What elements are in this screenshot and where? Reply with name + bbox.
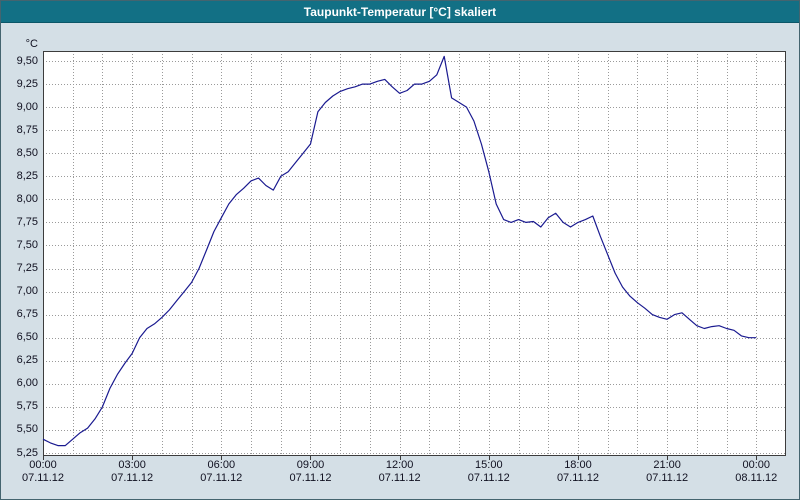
- x-tick-time: 09:00: [296, 459, 325, 471]
- x-axis-tick-label: 21:00 07.11.12: [635, 459, 699, 485]
- x-tick-date: 07.11.12: [646, 472, 689, 484]
- x-tick-date: 07.11.12: [111, 472, 154, 484]
- y-axis-tick-label: 6,00: [16, 377, 38, 390]
- y-axis-tick-label: 6,25: [16, 354, 38, 367]
- y-axis-tick-label: 9,00: [16, 100, 38, 113]
- plot-area: [42, 51, 786, 460]
- x-tick-time: 21:00: [653, 459, 681, 471]
- y-axis-tick-label: 5,50: [16, 423, 38, 436]
- x-tick-time: 00:00: [29, 459, 57, 471]
- y-axis-tick-label: 5,75: [16, 400, 38, 413]
- x-tick-date: 07.11.12: [289, 472, 332, 484]
- y-axis-tick-label: 5,25: [16, 446, 38, 459]
- y-axis-tick-label: 6,75: [16, 308, 38, 321]
- x-axis-tick-label: 18:00 07.11.12: [546, 459, 610, 485]
- x-tick-time: 06:00: [207, 459, 236, 471]
- y-axis-tick-label: 7,50: [16, 238, 38, 251]
- x-tick-date: 07.11.12: [200, 472, 243, 484]
- x-tick-time: 00:00: [742, 459, 771, 471]
- x-tick-time: 18:00: [564, 459, 592, 471]
- x-tick-date: 08.11.12: [735, 472, 778, 484]
- y-axis-tick-label: 8,25: [16, 169, 38, 182]
- chart-region: °C 9,50 9,25 9,00 8,75 8,50 8,25 8,00 7,75 7,50 7…: [1, 23, 799, 499]
- plot-background: [43, 51, 786, 456]
- x-axis-tick-label: 00:00 07.11.12: [11, 459, 75, 485]
- dewpoint-temperature-line: [42, 55, 757, 447]
- plot-border: [43, 51, 786, 456]
- y-axis-tick-label: 6,50: [16, 331, 38, 344]
- chart-title: Taupunkt-Temperatur [°C] skaliert: [303, 4, 497, 19]
- x-axis-tick-label: 03:00 07.11.12: [100, 459, 164, 485]
- y-axis-tick-label: 7,75: [16, 215, 38, 228]
- x-axis-tick-label: 00:00 08.11.12: [724, 459, 788, 485]
- y-axis-tick-label: 7,00: [16, 285, 38, 298]
- x-tick-date: 07.11.12: [21, 472, 64, 484]
- x-tick-date: 07.11.12: [556, 472, 599, 484]
- x-axis-tick-label: 15:00 07.11.12: [457, 459, 521, 485]
- x-tick-time: 15:00: [475, 459, 503, 471]
- x-axis-tick-label: 09:00 07.11.12: [278, 459, 342, 485]
- y-axis-tick-label: 9,25: [16, 77, 38, 90]
- x-axis-tick-label: 12:00 07.11.12: [368, 459, 432, 485]
- x-tick-date: 07.11.12: [467, 472, 510, 484]
- chart-title-bar: Taupunkt-Temperatur [°C] skaliert: [1, 1, 799, 23]
- x-axis-tick-label: 06:00 07.11.12: [189, 459, 253, 485]
- x-tick-time: 03:00: [118, 459, 146, 471]
- y-axis-unit-label: °C: [25, 38, 38, 50]
- x-tick-date: 07.11.12: [378, 472, 421, 484]
- x-tick-time: 12:00: [385, 459, 414, 471]
- y-axis-tick-label: 8,75: [16, 123, 38, 136]
- y-axis-tick-label: 8,50: [16, 146, 38, 159]
- y-axis-tick-label: 9,50: [16, 54, 38, 67]
- y-axis-tick-label: 7,25: [16, 262, 38, 275]
- y-axis-tick-label: 8,00: [16, 192, 38, 205]
